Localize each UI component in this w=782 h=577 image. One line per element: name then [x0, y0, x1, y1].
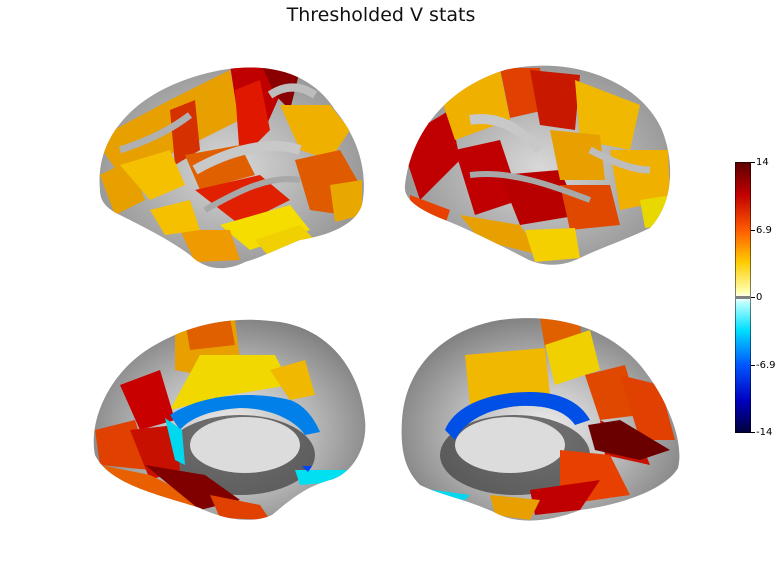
colorbar-tick	[751, 432, 755, 433]
colorbar: 14 6.9 0 -6.9 -14	[735, 158, 780, 438]
colorbar-tick-label-min: -14	[756, 427, 773, 438]
colorbar-tick	[751, 162, 755, 163]
colorbar-threshold-band	[735, 296, 751, 299]
colorbar-tick-label-upper: 6.9	[756, 225, 772, 236]
left-medial-hemisphere	[93, 319, 366, 520]
left-lateral-hemisphere	[99, 67, 364, 269]
colorbar-tick	[751, 297, 755, 298]
figure-title: Thresholded V stats	[286, 4, 476, 26]
right-lateral-hemisphere	[404, 65, 671, 265]
colorbar-tick-label-zero: 0	[756, 292, 763, 303]
colorbar-tick-label-max: 14	[756, 157, 769, 168]
colorbar-tick	[751, 230, 755, 231]
colorbar-tick	[751, 365, 755, 366]
colorbar-tick-label-lower: -6.9	[756, 360, 776, 371]
right-medial-hemisphere	[401, 318, 680, 521]
